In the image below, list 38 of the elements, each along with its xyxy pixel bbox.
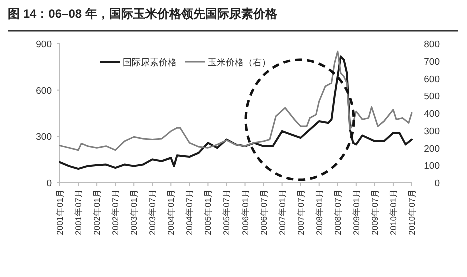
x-tick-label: 2010年07月 bbox=[407, 189, 417, 236]
x-tick-label: 2007年01月 bbox=[277, 189, 288, 236]
y2-tick-label: 300 bbox=[424, 126, 440, 138]
x-tick-label: 2002年01月 bbox=[92, 189, 102, 236]
line-series bbox=[59, 56, 413, 170]
y-tick-label: 0 bbox=[46, 178, 52, 190]
x-tick-label: 2005年01月 bbox=[203, 189, 214, 236]
x-tick-label: 2002年07月 bbox=[110, 189, 121, 236]
x-tick-label: 2005年07月 bbox=[222, 189, 232, 236]
x-tick-label: 2010年01月 bbox=[388, 189, 398, 236]
y2-tick-label: 100 bbox=[424, 161, 440, 172]
y-tick-label: 600 bbox=[36, 86, 52, 97]
x-tick-label: 2004年07月 bbox=[184, 189, 195, 236]
x-tick-label: 2004年01月 bbox=[166, 189, 176, 236]
y2-tick-label: 400 bbox=[424, 109, 440, 120]
x-tick-label: 2001年07月 bbox=[74, 189, 84, 236]
chart-title: 图 14：06–08 年，国际玉米价格领先国际尿素价格 bbox=[8, 7, 278, 21]
x-tick-label: 2006年07月 bbox=[258, 189, 269, 236]
y-tick-label: 300 bbox=[36, 132, 52, 144]
x-tick-label: 2009年01月 bbox=[351, 189, 362, 236]
y2-tick-label: 600 bbox=[424, 74, 440, 86]
x-tick-label: 2007年07月 bbox=[296, 189, 306, 236]
x-tick-label: 2001年01月 bbox=[55, 189, 65, 236]
legend-label: 国际尿素价格 bbox=[123, 58, 177, 68]
x-tick-label: 2003年01月 bbox=[129, 189, 140, 236]
y2-tick-label: 200 bbox=[424, 144, 440, 155]
y2-tick-label: 800 bbox=[424, 40, 440, 50]
y2-tick-label: 0 bbox=[434, 178, 440, 190]
x-tick-label: 2006年01月 bbox=[240, 189, 250, 236]
x-tick-label: 2008年07月 bbox=[332, 189, 343, 236]
line-series bbox=[59, 50, 413, 152]
x-tick-label: 2008年01月 bbox=[314, 189, 324, 236]
y2-tick-label: 700 bbox=[424, 56, 440, 68]
y-tick-label: 900 bbox=[36, 40, 52, 50]
y2-tick-label: 500 bbox=[424, 92, 440, 103]
x-tick-label: 2009年07月 bbox=[370, 189, 380, 236]
x-tick-label: 2003年07月 bbox=[148, 189, 158, 236]
legend-label: 玉米价格（右） bbox=[208, 58, 271, 68]
